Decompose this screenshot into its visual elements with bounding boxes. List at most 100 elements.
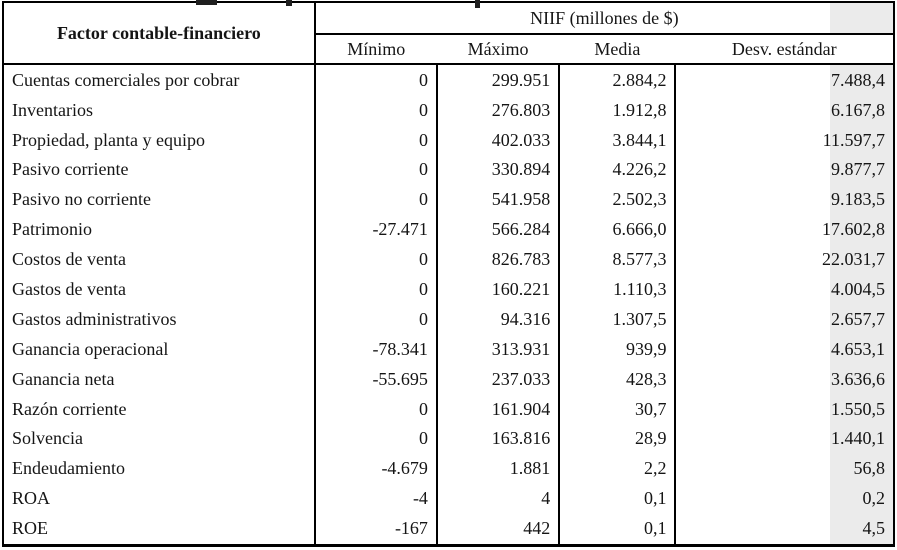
factor-label: Ganancia operacional — [3, 334, 316, 365]
value-minimo: -4 — [313, 483, 437, 514]
value-maximo: 1.881 — [435, 453, 560, 484]
column-header-maximo: Máximo — [436, 34, 560, 65]
table-row: Propiedad, planta y equipo 0 402.033 3.844,… — [3, 125, 894, 155]
value-maximo: 330.894 — [435, 154, 560, 185]
value-media: 2,2 — [558, 453, 676, 484]
value-maximo: 4 — [435, 483, 560, 514]
factor-label: Razón corriente — [3, 394, 316, 424]
value-desv-estandar: 1.550,5 — [674, 394, 894, 424]
value-maximo: 94.316 — [435, 304, 560, 335]
value-desv-estandar: 9.183,5 — [674, 184, 894, 215]
value-desv-estandar: 2.657,7 — [674, 304, 894, 335]
value-maximo: 402.033 — [435, 125, 560, 155]
value-maximo: 299.951 — [435, 64, 560, 96]
table-row: Pasivo no corriente 0 541.958 2.502,3 9.183,… — [3, 184, 894, 215]
factor-label: Solvencia — [3, 423, 316, 454]
value-media: 0,1 — [558, 483, 676, 514]
table-row: Gastos administrativos 0 94.316 1.307,5 2.65… — [3, 304, 894, 335]
value-media: 4.226,2 — [558, 154, 676, 185]
factor-label: ROA — [3, 483, 316, 514]
value-desv-estandar: 4,5 — [674, 513, 894, 546]
factor-label: Gastos de venta — [3, 274, 316, 305]
table-body: Cuentas comerciales por cobrar 0 299.951 2.… — [3, 64, 894, 546]
value-media: 28,9 — [558, 423, 676, 454]
value-maximo: 442 — [435, 513, 560, 546]
cut-text-artifact — [475, 0, 480, 8]
value-minimo: 0 — [313, 423, 437, 454]
value-maximo: 541.958 — [435, 184, 560, 215]
value-desv-estandar: 6.167,8 — [674, 95, 894, 126]
factor-label: Costos de venta — [3, 244, 316, 275]
value-media: 6.666,0 — [558, 214, 676, 245]
table-row: Ganancia operacional -78.341 313.931 939,9 4… — [3, 334, 894, 365]
factor-column-header: Factor contable-financiero — [3, 2, 316, 65]
value-desv-estandar: 3.636,6 — [674, 364, 894, 395]
value-minimo: 0 — [313, 64, 437, 96]
value-maximo: 237.033 — [435, 364, 560, 395]
table-row: Inventarios 0 276.803 1.912,8 6.167,8 — [3, 95, 894, 126]
table-row: Ganancia neta -55.695 237.033 428,3 3.636,6 — [3, 364, 894, 395]
value-desv-estandar: 1.440,1 — [674, 423, 894, 454]
value-media: 1.912,8 — [558, 95, 676, 126]
value-media: 939,9 — [558, 334, 676, 365]
value-minimo: 0 — [313, 394, 437, 424]
value-desv-estandar: 9.877,7 — [674, 154, 894, 185]
niif-group-header: NIIF (millones de $) — [314, 2, 894, 35]
value-minimo: 0 — [313, 125, 437, 155]
value-minimo: 0 — [313, 304, 437, 335]
value-minimo: -78.341 — [313, 334, 437, 365]
table-row: Costos de venta 0 826.783 8.577,3 22.031,7 — [3, 244, 894, 275]
column-header-desv-estandar: Desv. estándar — [675, 34, 894, 65]
value-maximo: 566.284 — [435, 214, 560, 245]
value-desv-estandar: 17.602,8 — [674, 214, 894, 245]
factor-label: Inventarios — [3, 95, 316, 126]
table-row: Pasivo corriente 0 330.894 4.226,2 9.877,7 — [3, 154, 894, 185]
value-maximo: 163.816 — [435, 423, 560, 454]
factor-label: Endeudamiento — [3, 453, 316, 484]
cut-text-artifact — [286, 0, 292, 6]
value-media: 1.307,5 — [558, 304, 676, 335]
value-desv-estandar: 56,8 — [674, 453, 894, 484]
value-media: 3.844,1 — [558, 125, 676, 155]
value-desv-estandar: 11.597,7 — [674, 125, 894, 155]
subheader-row: Mínimo Máximo Media Desv. estándar — [3, 34, 894, 65]
table-row: Cuentas comerciales por cobrar 0 299.951 2.… — [3, 64, 894, 96]
group-header-row: Factor contable-financiero NIIF (millone… — [3, 2, 894, 65]
value-minimo: 0 — [313, 244, 437, 275]
value-media: 0,1 — [558, 513, 676, 546]
factor-label: Cuentas comerciales por cobrar — [3, 64, 316, 96]
value-media: 30,7 — [558, 394, 676, 424]
table-row: Patrimonio -27.471 566.284 6.666,0 17.602,8 — [3, 214, 894, 245]
value-desv-estandar: 0,2 — [674, 483, 894, 514]
value-media: 8.577,3 — [558, 244, 676, 275]
factor-label: Patrimonio — [3, 214, 316, 245]
table-row: Gastos de venta 0 160.221 1.110,3 4.004,5 — [3, 274, 894, 305]
factor-label: Propiedad, planta y equipo — [3, 125, 316, 155]
factor-label: Ganancia neta — [3, 364, 316, 395]
value-media: 2.884,2 — [558, 64, 676, 96]
factor-label: ROE — [3, 513, 316, 546]
value-maximo: 313.931 — [435, 334, 560, 365]
factor-label: Pasivo no corriente — [3, 184, 316, 215]
value-maximo: 276.803 — [435, 95, 560, 126]
value-desv-estandar: 7.488,4 — [674, 64, 894, 96]
value-maximo: 826.783 — [435, 244, 560, 275]
cut-text-artifact — [196, 0, 217, 5]
value-desv-estandar: 22.031,7 — [674, 244, 894, 275]
table-row: Razón corriente 0 161.904 30,7 1.550,5 — [3, 394, 894, 424]
table-row: Endeudamiento -4.679 1.881 2,2 56,8 — [3, 453, 894, 484]
value-minimo: 0 — [313, 154, 437, 185]
value-media: 2.502,3 — [558, 184, 676, 215]
value-minimo: -27.471 — [313, 214, 437, 245]
value-minimo: 0 — [313, 184, 437, 215]
table-row: Solvencia 0 163.816 28,9 1.440,1 — [3, 423, 894, 454]
value-media: 428,3 — [558, 364, 676, 395]
value-desv-estandar: 4.653,1 — [674, 334, 894, 365]
value-maximo: 160.221 — [435, 274, 560, 305]
value-minimo: -4.679 — [313, 453, 437, 484]
value-minimo: -167 — [313, 513, 437, 546]
table-row: ROE -167 442 0,1 4,5 — [3, 513, 894, 546]
value-maximo: 161.904 — [435, 394, 560, 424]
factor-label: Pasivo corriente — [3, 154, 316, 185]
